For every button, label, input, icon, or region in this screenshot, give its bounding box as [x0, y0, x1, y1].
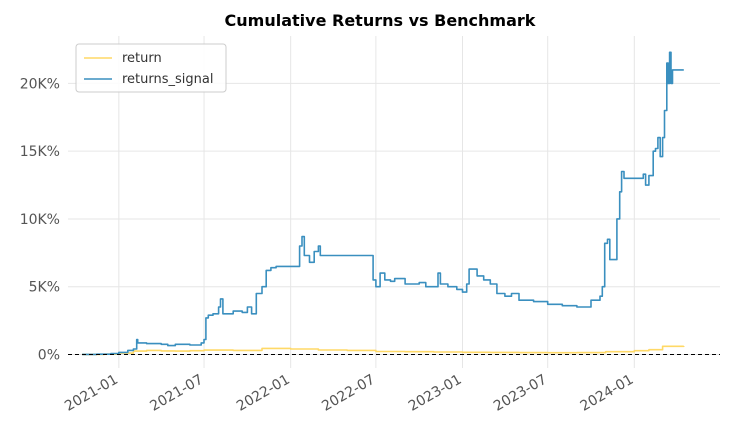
y-tick-label: 5K% — [29, 280, 60, 296]
series-line-return — [82, 345, 685, 356]
y-tick-label: 0% — [38, 347, 60, 363]
legend-box — [75, 43, 227, 93]
grid — [68, 36, 720, 368]
legend-label-return: return — [122, 51, 162, 66]
series-lines — [82, 51, 685, 356]
y-tick-label: 20K% — [20, 76, 60, 92]
series-line-returns-signal — [82, 51, 684, 356]
legend: return returns_signal — [75, 43, 227, 93]
chart-title: Cumulative Returns vs Benchmark — [225, 11, 536, 30]
y-tick-label: 10K% — [20, 212, 60, 228]
legend-label-returns-signal: returns_signal — [122, 72, 213, 87]
y-axis-ticks: 0% 5K% 10K% 15K% 20K% — [20, 76, 60, 363]
y-tick-label: 15K% — [20, 144, 60, 160]
